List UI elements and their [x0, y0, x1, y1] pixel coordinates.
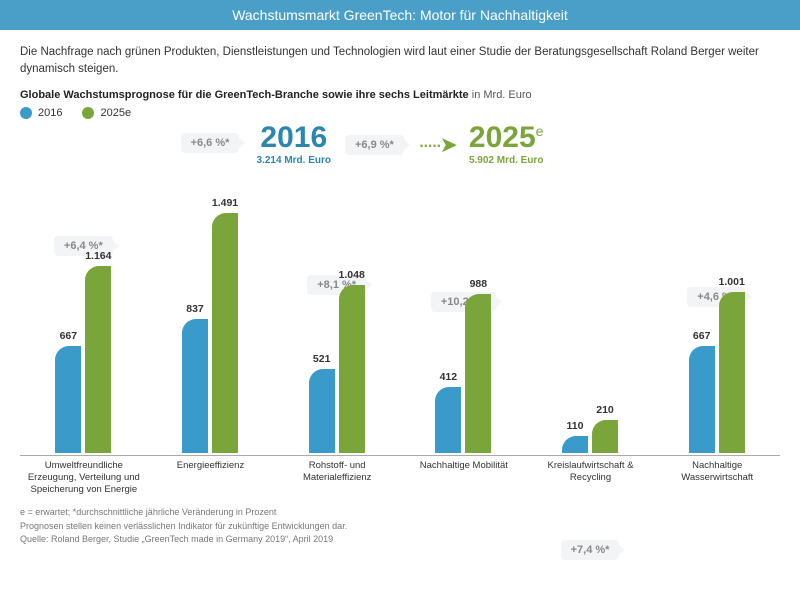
bar-2016: 412 [435, 387, 461, 453]
bar-2025: 1.164 [85, 266, 111, 453]
legend-swatch-2016 [20, 107, 32, 119]
bar-value: 667 [693, 330, 711, 342]
bar-value: 1.001 [719, 276, 745, 288]
x-axis-labels: Umweltfreundliche Erzeugung, Verteilung … [20, 455, 780, 496]
intro-text: Die Nachfrage nach grünen Produkten, Die… [20, 44, 780, 77]
bar-2016: 667 [689, 346, 715, 453]
x-axis-label: Umweltfreundliche Erzeugung, Verteilung … [20, 460, 147, 496]
bar-2025: 1.048 [339, 285, 365, 454]
summary-2016-sub: 3.214 Mrd. Euro [257, 155, 331, 166]
chart-columns: +6,4 %*6671.164+6,6 %*8371.491+8,1 %*521… [20, 123, 780, 453]
x-axis-label: Kreislaufwirtschaft & Recycling [527, 460, 654, 496]
bar-value: 521 [313, 353, 331, 365]
summary-growth-badge: +6,9 %* [345, 135, 404, 155]
bar-pair: 6671.001 [689, 202, 745, 453]
bar-2025: 1.001 [719, 292, 745, 453]
bar-pair: 6671.164 [55, 176, 111, 453]
bar-2016: 110 [562, 436, 588, 454]
footnotes: e = erwartet; *durchschnittliche jährlic… [20, 506, 780, 547]
bar-value: 1.164 [85, 250, 111, 262]
chart-title-bold: Globale Wachstumsprognose für die GreenT… [20, 89, 469, 101]
summary-2025-year: 2025e [469, 123, 544, 153]
legend-item-2025: 2025e [82, 107, 131, 119]
bar-2025: 988 [465, 294, 491, 453]
bar-2016: 521 [309, 369, 335, 453]
x-axis-label: Rohstoff- und Materialeffizienz [273, 460, 400, 496]
bar-2016: 837 [182, 319, 208, 454]
chart-column: +6,6 %*8371.491 [147, 123, 274, 453]
summary-2016: 2016 3.214 Mrd. Euro [257, 123, 331, 166]
arrow-icon: ·····➤ [418, 132, 455, 158]
chart: 2016 3.214 Mrd. Euro +6,9 %* ·····➤ 2025… [20, 123, 780, 453]
summary-2025-sub: 5.902 Mrd. Euro [469, 155, 544, 166]
footnote-3: Quelle: Roland Berger, Studie „GreenTech… [20, 533, 780, 547]
summary-2025: 2025e 5.902 Mrd. Euro [469, 123, 544, 166]
chart-column: +6,4 %*6671.164 [20, 176, 147, 453]
summary-2016-year: 2016 [257, 123, 331, 153]
bar-2025: 210 [592, 420, 618, 454]
bar-pair: 110210 [562, 330, 618, 454]
main: Die Nachfrage nach grünen Produkten, Die… [0, 30, 800, 555]
summary-growth-value: +6,9 %* [345, 135, 404, 155]
header-title: Wachstumsmarkt GreenTech: Motor für Nach… [232, 7, 568, 23]
x-axis-label: Energieeffizienz [147, 460, 274, 496]
bar-value: 1.048 [339, 269, 365, 281]
growth-badge: +7,4 %* [561, 540, 620, 560]
bar-2025: 1.491 [212, 213, 238, 453]
bar-value: 988 [470, 278, 488, 290]
chart-column: +8,1 %*5211.048 [273, 195, 400, 454]
footnote-2: Prognosen stellen keinen verlässlichen I… [20, 520, 780, 534]
bar-pair: 412988 [435, 204, 491, 453]
header-bar: Wachstumsmarkt GreenTech: Motor für Nach… [0, 0, 800, 30]
bar-value: 667 [60, 330, 78, 342]
x-axis-label: Nachhaltige Wasserwirtschaft [653, 460, 780, 496]
legend: 2016 2025e [20, 107, 780, 119]
year-summary: 2016 3.214 Mrd. Euro +6,9 %* ·····➤ 2025… [20, 123, 780, 166]
chart-title-unit: in Mrd. Euro [469, 89, 532, 101]
chart-title: Globale Wachstumsprognose für die GreenT… [20, 89, 780, 101]
legend-label-2016: 2016 [38, 107, 62, 119]
chart-column: +4,6 %*6671.001 [653, 202, 780, 453]
chart-column: +10,2 %*412988 [400, 204, 527, 453]
bar-value: 1.491 [212, 197, 238, 209]
bar-value: 110 [567, 420, 584, 432]
legend-item-2016: 2016 [20, 107, 62, 119]
bar-value: 837 [186, 303, 204, 315]
bar-pair: 5211.048 [309, 195, 365, 454]
bar-2016: 667 [55, 346, 81, 453]
legend-label-2025: 2025e [100, 107, 131, 119]
bar-pair: 8371.491 [182, 123, 238, 453]
legend-swatch-2025 [82, 107, 94, 119]
bar-value: 210 [596, 404, 614, 416]
footnote-1: e = erwartet; *durchschnittliche jährlic… [20, 506, 780, 520]
x-axis-label: Nachhaltige Mobilität [400, 460, 527, 496]
chart-column: +7,4 %*110210 [527, 330, 654, 454]
bar-value: 412 [440, 371, 458, 383]
